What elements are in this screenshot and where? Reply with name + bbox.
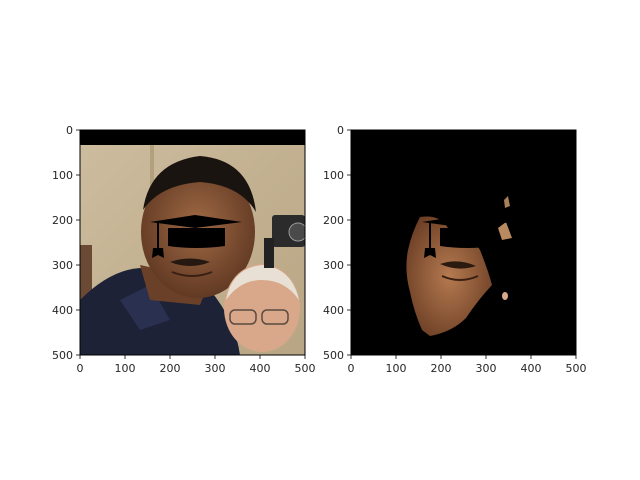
y-tick-label: 100 [323, 169, 344, 182]
y-tick-label: 200 [323, 214, 344, 227]
mask-right-fragment-2 [504, 196, 510, 208]
x-tick-label: 300 [205, 362, 226, 375]
y-tick-label: 400 [323, 304, 344, 317]
top-black-band [80, 130, 305, 145]
x-tick-label: 200 [431, 362, 452, 375]
graduation-cap-icon [422, 215, 512, 258]
x-tick-label: 400 [521, 362, 542, 375]
x-tick-label: 0 [348, 362, 355, 375]
mask-small-blob [502, 292, 508, 300]
y-tick-label: 100 [52, 169, 73, 182]
x-tick-label: 0 [77, 362, 84, 375]
photo-mustache [170, 258, 210, 266]
photo-shirt-collar [120, 285, 170, 330]
x-tick-label: 500 [295, 362, 316, 375]
y-tick-label: 300 [52, 259, 73, 272]
graduation-cap-icon [150, 215, 242, 258]
y-tick-label: 300 [323, 259, 344, 272]
photo-main-hair [143, 156, 256, 212]
left-image-panel [80, 130, 305, 355]
y-tick-label: 500 [323, 349, 344, 362]
photo-glasses-right [261, 309, 289, 325]
right-axes-frame [350, 129, 577, 356]
y-tick-label: 200 [52, 214, 73, 227]
photo-second-hair [226, 265, 299, 300]
y-tick-label: 500 [52, 349, 73, 362]
x-tick-label: 100 [115, 362, 136, 375]
mask-mustache [440, 261, 476, 269]
right-axes-ticks: 0 100 200 300 400 500 0 100 200 300 400 500 [323, 124, 587, 375]
y-tick-label: 0 [337, 124, 344, 137]
photo-second-head [224, 264, 300, 352]
x-tick-label: 500 [566, 362, 587, 375]
photo-camera-arm [264, 238, 274, 268]
right-image-panel [351, 130, 576, 355]
photo-mouth [171, 271, 213, 277]
photo-camera-lens [288, 222, 305, 242]
x-tick-label: 200 [160, 362, 181, 375]
photo-glasses-left [229, 309, 257, 325]
y-tick-label: 400 [52, 304, 73, 317]
left-axes-ticks: 0 100 200 300 400 500 0 100 200 300 400 500 [52, 124, 316, 375]
x-tick-label: 300 [476, 362, 497, 375]
x-tick-label: 400 [250, 362, 271, 375]
mask-mouth [441, 275, 479, 281]
left-axes-frame [79, 129, 306, 356]
y-tick-label: 0 [66, 124, 73, 137]
mask-right-fragment [498, 222, 512, 240]
x-tick-label: 100 [386, 362, 407, 375]
